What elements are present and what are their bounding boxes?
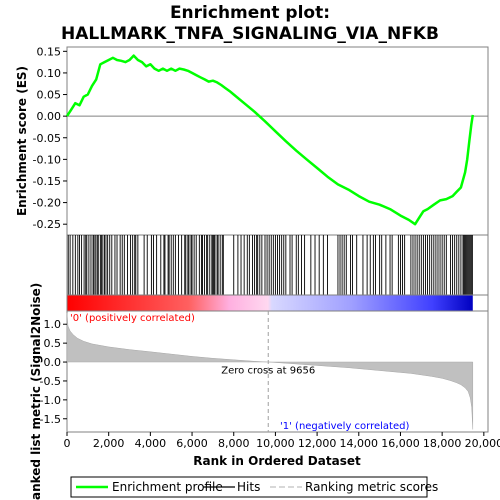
ranking-metric-area (66, 312, 474, 430)
es-y-tick-label: -0.05 (33, 132, 61, 145)
ranked-metric-panel: Zero cross at 9656 '0' (positively corre… (29, 283, 489, 500)
ranked-y-axis-label: Ranked list metric (Signal2Noise) (29, 283, 43, 500)
legend-label: Hits (237, 480, 260, 494)
x-tick-label: 10,000 (256, 437, 295, 450)
zero-cross-label: Zero cross at 9656 (221, 365, 315, 376)
x-tick-label: 12,000 (298, 437, 337, 450)
x-tick-label: 2,000 (93, 437, 125, 450)
es-y-tick-label: -0.25 (33, 218, 61, 231)
es-y-tick-label: -0.10 (33, 153, 61, 166)
x-tick-label: 18,000 (423, 437, 462, 450)
ranked-y-tick-label: -1.5 (40, 413, 61, 426)
positive-correlation-label: '0' (positively correlated) (70, 313, 195, 324)
correlation-color-bar (66, 294, 489, 312)
enrichment-profile-line (65, 54, 475, 226)
es-y-tick-label: 0.15 (37, 45, 62, 58)
es-panel: 0.15 0.10 0.05 0.00 -0.05 -0.10 -0.15 -0.20 -0.2… (15, 45, 489, 236)
ranked-y-axis: 1.0 0.5 0.0 -0.5 -1.0 -1.5 (40, 318, 67, 426)
es-y-tick-label: -0.20 (33, 197, 61, 210)
es-panel-frame (66, 46, 489, 236)
x-tick-label: 4,000 (135, 437, 167, 450)
ranked-y-tick-label: -1.0 (40, 394, 61, 407)
x-tick-label: 16,000 (381, 437, 420, 450)
ranked-y-tick-label: 0.0 (44, 356, 62, 369)
ranked-y-tick-label: 1.0 (44, 318, 62, 331)
x-tick-label: 8,000 (218, 437, 250, 450)
es-y-tick-label: 0.05 (37, 89, 62, 102)
legend-label: Enrichment profile (112, 480, 223, 494)
legend-box (70, 476, 428, 498)
x-axis-label: Rank in Ordered Dataset (193, 454, 361, 468)
ranked-y-tick-label: 0.5 (44, 337, 62, 350)
legend: Enrichment profile Hits Ranking metric sco… (70, 476, 438, 498)
x-axis: 0 2,000 4,000 6,000 8,000 10,000 12,000 14,000 1… (64, 432, 500, 450)
es-y-axis: 0.15 0.10 0.05 0.00 -0.05 -0.10 -0.15 -0.20 -0.2… (33, 45, 67, 231)
correlation-gradient (67, 295, 473, 311)
x-tick-label: 6,000 (176, 437, 208, 450)
es-y-tick-label: 0.00 (37, 110, 62, 123)
es-y-tick-label: -0.15 (33, 175, 61, 188)
hits-panel (66, 234, 489, 296)
x-tick-label: 0 (64, 437, 71, 450)
es-y-axis-label: Enrichment score (ES) (15, 66, 29, 216)
es-y-tick-label: 0.10 (37, 67, 62, 80)
ranked-y-tick-label: -0.5 (40, 375, 61, 388)
x-tick-label: 20,000 (465, 437, 500, 450)
negative-correlation-label: '1' (negatively correlated) (280, 421, 409, 432)
chart-title-line2: HALLMARK_TNFA_SIGNALING_VIA_NFKB (61, 24, 439, 44)
hits-lines (67, 235, 473, 295)
chart-title-line1: Enrichment plot: (170, 3, 330, 23)
x-tick-label: 14,000 (340, 437, 379, 450)
legend-label: Ranking metric scores (305, 480, 438, 494)
